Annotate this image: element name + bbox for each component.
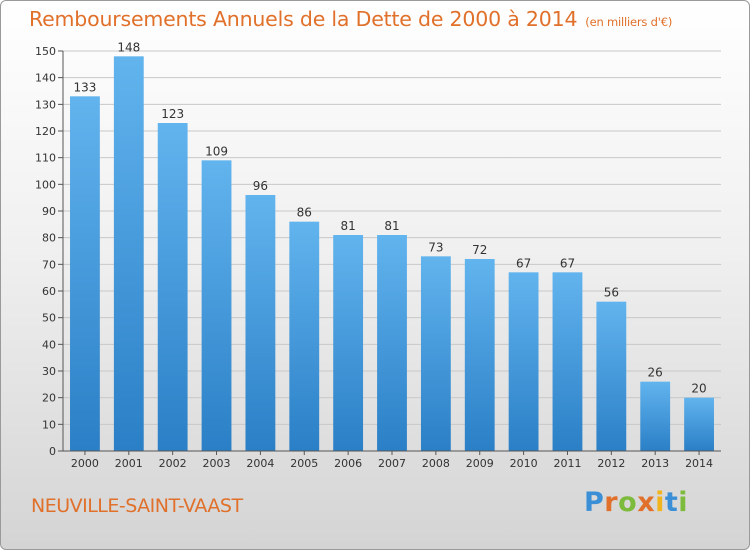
- chart-title: Remboursements Annuels de la Dette de 20…: [29, 7, 672, 31]
- logo-letter: t: [664, 487, 679, 518]
- value-labels: 133 148 123 109 96 86 81 81 73 72 67 67 56 26 20: [73, 40, 706, 395]
- logo-letter: r: [604, 487, 619, 518]
- x-tick-label: 2001: [115, 457, 143, 470]
- value-label: 72: [472, 243, 487, 257]
- x-tick-label: 2011: [553, 457, 581, 470]
- value-label: 86: [297, 206, 312, 220]
- y-tick-label: 60: [42, 285, 56, 298]
- y-tick-label: 30: [42, 365, 56, 378]
- commune-name: NEUVILLE-SAINT-VAAST: [31, 495, 243, 517]
- proxiti-logo: Proxiti: [584, 487, 688, 518]
- logo-letter: i: [655, 487, 665, 518]
- bar: [684, 397, 714, 451]
- x-tick-label: 2007: [378, 457, 406, 470]
- chart-unit: (en milliers d'€): [585, 15, 673, 29]
- x-tick-label: 2002: [159, 457, 187, 470]
- bar: [420, 256, 451, 451]
- logo-letter: i: [678, 487, 689, 518]
- x-tick-label: 2009: [466, 457, 494, 470]
- bar: [596, 301, 627, 451]
- x-tick-labels: 2000 2001 2002 2003 2004 2005 2006 2007 2008 2009…: [71, 457, 713, 470]
- bar: [508, 272, 539, 451]
- logo-letter: P: [584, 487, 605, 518]
- x-tick-label: 2014: [685, 457, 713, 470]
- axes: [62, 51, 721, 455]
- value-label: 67: [516, 256, 531, 270]
- value-label: 148: [117, 40, 140, 54]
- chart-title-text: Remboursements Annuels de la Dette de 20…: [29, 7, 578, 31]
- x-tick-label: 2006: [334, 457, 362, 470]
- value-label: 26: [648, 366, 663, 380]
- value-label: 73: [428, 240, 443, 254]
- x-tick-label: 2008: [422, 457, 450, 470]
- logo-letter: o: [618, 487, 638, 518]
- y-tick-label: 100: [35, 178, 56, 191]
- y-tick-label: 20: [42, 392, 56, 405]
- bar: [113, 56, 144, 451]
- y-tick-label: 80: [42, 232, 56, 245]
- value-label: 67: [560, 256, 575, 270]
- y-tick-label: 50: [42, 312, 56, 325]
- value-label: 20: [691, 382, 706, 396]
- bar: [289, 221, 320, 451]
- value-label: 109: [205, 144, 228, 158]
- y-tick-label: 90: [42, 205, 56, 218]
- value-label: 81: [340, 219, 355, 233]
- bar: [552, 272, 583, 451]
- y-tick-labels: 0 10 20 30 40 50 60 70 80 90 100 110 120 130 140 150: [35, 45, 56, 458]
- value-label: 133: [73, 80, 96, 94]
- y-tick-label: 120: [35, 125, 56, 138]
- bar: [70, 96, 100, 451]
- y-tick-label: 110: [35, 152, 56, 165]
- bar: [201, 160, 232, 452]
- value-label: 81: [384, 219, 399, 233]
- y-tick-label: 0: [49, 445, 56, 458]
- bar: [245, 195, 276, 451]
- y-tick-label: 130: [35, 98, 56, 111]
- logo-letter: x: [637, 487, 656, 518]
- y-tick-label: 150: [35, 45, 56, 58]
- y-tick-label: 70: [42, 258, 56, 271]
- x-tick-label: 2004: [246, 457, 274, 470]
- bar: [640, 381, 671, 451]
- y-tick-label: 10: [42, 418, 56, 431]
- y-tick-label: 40: [42, 338, 56, 351]
- x-tick-label: 2005: [290, 457, 318, 470]
- y-tick-label: 140: [35, 72, 56, 85]
- value-label: 96: [253, 179, 268, 193]
- x-tick-label: 2010: [510, 457, 538, 470]
- bar: [464, 259, 495, 451]
- bar: [157, 123, 188, 451]
- bars: [70, 56, 714, 452]
- bar: [377, 235, 407, 451]
- value-label: 123: [161, 107, 184, 121]
- x-tick-label: 2012: [597, 457, 625, 470]
- bar: [333, 235, 364, 451]
- x-tick-label: 2000: [71, 457, 99, 470]
- x-tick-label: 2013: [641, 457, 669, 470]
- x-tick-label: 2003: [203, 457, 231, 470]
- value-label: 56: [604, 286, 619, 300]
